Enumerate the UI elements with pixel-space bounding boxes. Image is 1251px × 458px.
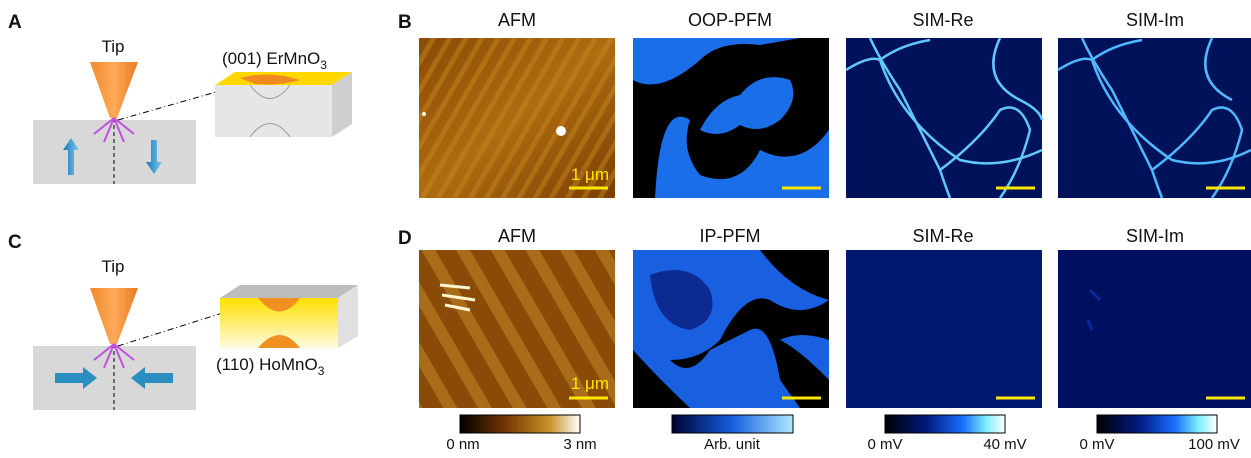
colorbar-label: Arb. unit [704, 436, 761, 453]
panel-c: C Tip (110) HoMnO3 [8, 232, 358, 410]
image-title: AFM [498, 226, 536, 246]
panel-b: B AFM OOP-PFM SIM-Re SIM-Im 1 μm [398, 10, 1251, 198]
panel-letter: D [398, 228, 412, 249]
colorbar [460, 415, 580, 433]
colorbar-min: 0 mV [1079, 436, 1114, 453]
panel-letter: C [8, 232, 22, 253]
afm-image: 1 μm [419, 38, 615, 198]
tip-label: Tip [102, 37, 125, 56]
scale-label: 1 μm [571, 165, 609, 184]
leader [118, 310, 232, 346]
sim-re-image [846, 250, 1042, 408]
panel-letter: A [8, 12, 22, 33]
colorbar-max: 3 nm [563, 436, 596, 453]
sample-label: (110) HoMnO3 [216, 355, 325, 378]
image-title: SIM-Im [1126, 226, 1184, 246]
colorbar-max: 40 mV [983, 436, 1026, 453]
sim-im-image [1058, 250, 1251, 408]
leader [118, 88, 230, 120]
image-title: OOP-PFM [688, 10, 772, 30]
sample-top [220, 285, 358, 298]
colorbar [885, 415, 1005, 433]
sample-name: (110) HoMnO [216, 355, 318, 374]
panel-letter: B [398, 12, 412, 33]
sample-label: (001) ErMnO3 [222, 49, 327, 72]
image-title: SIM-Re [912, 10, 973, 30]
panel-a: A Tip (001) ErMnO3 [8, 12, 352, 184]
sample-front [215, 85, 332, 137]
subscript: 3 [320, 58, 327, 72]
image-title: SIM-Im [1126, 10, 1184, 30]
figure: A Tip (001) ErMnO3 C Tip (110) HoMnO3 B … [0, 0, 1251, 458]
colorbars: 0 nm 3 nm Arb. unit 0 mV 40 mV 0 mV 100 … [446, 415, 1240, 453]
sample-name: (001) ErMnO [222, 49, 320, 68]
colorbar [672, 415, 793, 433]
colorbar [1097, 415, 1217, 433]
tip-cone [90, 62, 138, 118]
tip-label: Tip [102, 257, 125, 276]
sim-re-image [846, 38, 1042, 198]
colorbar-min: 0 mV [867, 436, 902, 453]
image-title: IP-PFM [700, 226, 761, 246]
colorbar-min: 0 nm [446, 436, 479, 453]
scale-label: 1 μm [571, 374, 609, 393]
ip-pfm-image [633, 250, 829, 408]
panel-d: D AFM IP-PFM SIM-Re SIM-Im 1 μm [398, 226, 1251, 408]
subscript: 3 [318, 364, 325, 378]
tip-cone [90, 288, 138, 344]
sim-im-image [1058, 38, 1251, 198]
oop-pfm-image [633, 38, 829, 198]
afm-image: 1 μm [419, 250, 615, 408]
colorbar-max: 100 mV [1188, 436, 1240, 453]
image-title: SIM-Re [912, 226, 973, 246]
image-title: AFM [498, 10, 536, 30]
